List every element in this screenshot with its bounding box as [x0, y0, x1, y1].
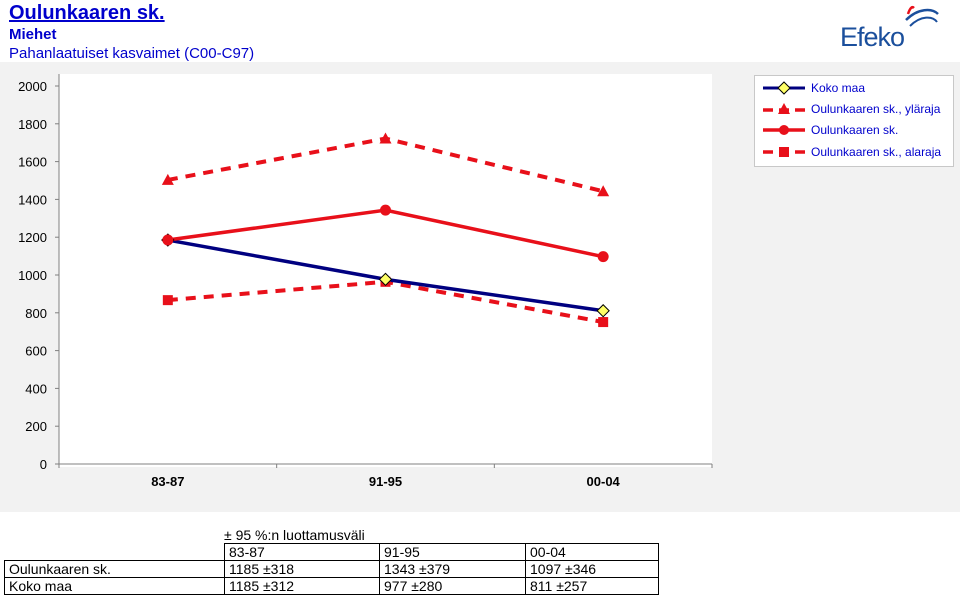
- table-row: Oulunkaaren sk. 1185 ±318 1343 ±379 1097…: [4, 560, 659, 578]
- y-axis: 0 200 400 600 800 1000 1200 1400 1600 1800 2000: [18, 74, 60, 472]
- x-axis: 83-87 91-95 00-04: [58, 463, 713, 489]
- table-header-cell: 00-04: [525, 543, 659, 561]
- series-1-point: [597, 185, 610, 197]
- series-3-point: [598, 317, 609, 328]
- series-1-point: [161, 173, 174, 185]
- y-tick-label: 1200: [18, 230, 47, 245]
- confidence-interval-caption: ± 95 %:n luottamusväli: [224, 527, 365, 543]
- legend-item-region: Oulunkaaren sk.: [755, 120, 953, 140]
- x-tick-label: 91-95: [369, 474, 402, 489]
- y-tick-label: 1000: [18, 268, 47, 283]
- legend-lower-swatch-icon: [763, 147, 805, 157]
- x-tick-label: 00-04: [587, 474, 621, 489]
- y-tick-label: 1600: [18, 155, 47, 170]
- table-cell: 1097 ±346: [525, 560, 659, 578]
- legend-item-lower: Oulunkaaren sk., alaraja: [755, 142, 953, 162]
- table-header-row: 83-87 91-95 00-04: [5, 543, 659, 561]
- y-tick-label: 2000: [18, 79, 47, 94]
- series-2-point: [162, 234, 174, 246]
- logo-swoosh-icon: [905, 6, 939, 27]
- page-title: Oulunkaaren sk.: [9, 2, 165, 24]
- legend-label-region: Oulunkaaren sk.: [811, 123, 899, 137]
- legend-label-koko-maa: Koko maa: [811, 81, 866, 95]
- legend-item-koko-maa: Koko maa: [755, 78, 953, 98]
- table-row-label: Oulunkaaren sk.: [4, 560, 225, 578]
- table-cell: 811 ±257: [525, 577, 659, 595]
- series-0-point: [378, 272, 393, 287]
- series-3-point: [162, 295, 173, 306]
- y-tick-label: 800: [25, 306, 47, 321]
- series-1-point: [379, 132, 392, 144]
- series-2-point: [597, 251, 609, 263]
- y-tick-label: 200: [25, 419, 47, 434]
- table-cell: 977 ±280: [379, 577, 526, 595]
- series-0-point: [596, 304, 610, 318]
- table-header-cell: [5, 544, 225, 561]
- chart-legend: Koko maa Oulunkaaren sk., yläraja Oulunk…: [754, 75, 954, 167]
- population-subtitle: Miehet: [9, 26, 57, 43]
- legend-item-upper: Oulunkaaren sk., yläraja: [755, 99, 953, 119]
- y-tick-label: 1800: [18, 117, 47, 132]
- y-tick-label: 600: [25, 344, 47, 359]
- table-header-cell: 83-87: [224, 543, 380, 561]
- y-tick-label: 0: [40, 457, 47, 472]
- legend-region-swatch-icon: [763, 125, 805, 135]
- logo-text: Efeko: [840, 22, 905, 52]
- legend-label-lower: Oulunkaaren sk., alaraja: [811, 145, 942, 159]
- table-header-cell: 91-95: [379, 543, 526, 561]
- table-cell: 1185 ±312: [224, 577, 380, 595]
- efeko-logo: Efeko: [836, 4, 946, 56]
- data-table: 83-87 91-95 00-04 Oulunkaaren sk. 1185 ±…: [4, 543, 659, 595]
- y-tick-label: 400: [25, 381, 47, 396]
- y-tick-label: 1400: [18, 192, 47, 207]
- legend-label-upper: Oulunkaaren sk., yläraja: [811, 102, 941, 116]
- series-2-point: [380, 204, 391, 216]
- legend-upper-swatch-icon: [763, 103, 805, 114]
- table-cell: 1185 ±318: [224, 560, 380, 578]
- disease-subtitle: Pahanlaatuiset kasvaimet (C00-C97): [9, 45, 255, 62]
- x-tick-label: 83-87: [151, 474, 184, 489]
- table-row: Koko maa 1185 ±312 977 ±280 811 ±257: [4, 577, 659, 595]
- legend-koko-maa-swatch-icon: [763, 81, 805, 95]
- table-cell: 1343 ±379: [379, 560, 526, 578]
- table-row-label: Koko maa: [4, 577, 225, 595]
- series-layer: [161, 132, 610, 328]
